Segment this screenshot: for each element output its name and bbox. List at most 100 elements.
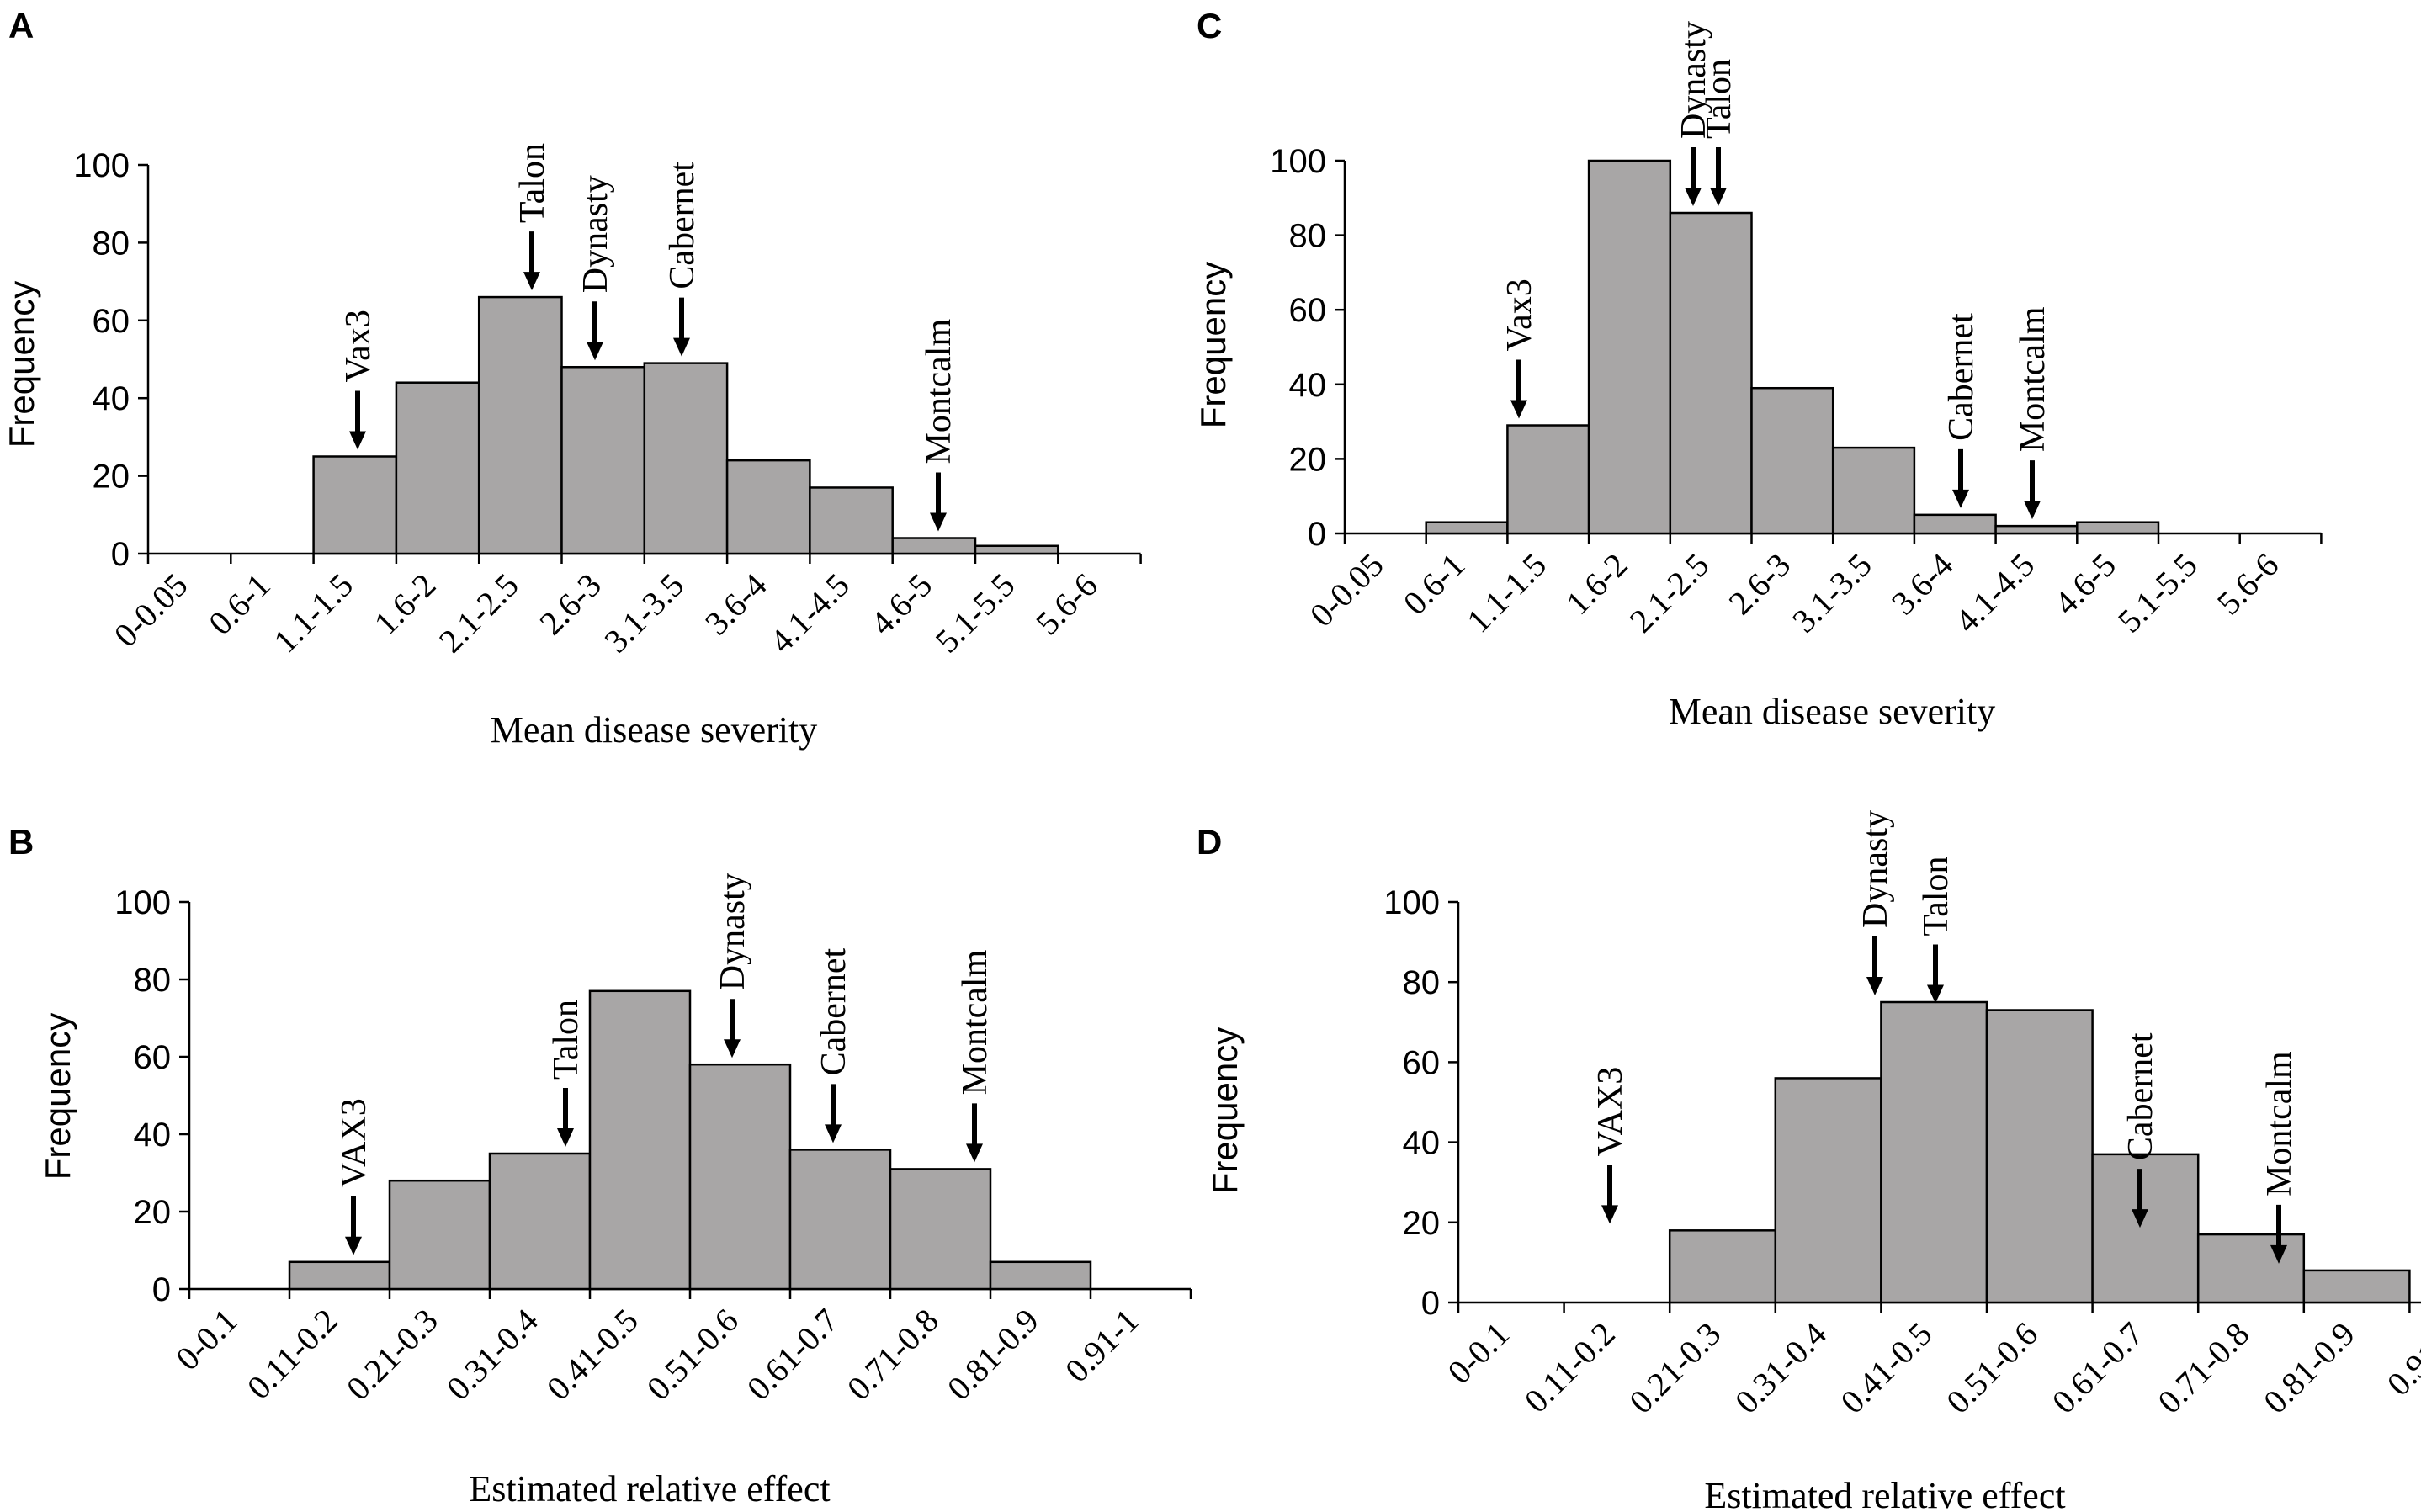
chart-b-bar	[388, 1179, 491, 1291]
chart-d-bar	[2091, 1153, 2200, 1304]
chart-c-annotation-arrow-head	[1952, 489, 1969, 508]
chart-c-y-tick-label: 80	[1289, 218, 1327, 255]
chart-a-y-tick-label: 40	[93, 380, 130, 417]
chart-d-annotation-arrow-head	[1866, 977, 1883, 995]
chart-d-y-tick-label: 80	[1403, 964, 1441, 1001]
chart-a-bar	[809, 486, 894, 555]
chart-d-x-tick-label: 0.11-0.2	[1517, 1315, 1622, 1420]
chart-a-y-tick-label: 20	[93, 459, 130, 496]
chart-b-y-tick-label: 100	[114, 884, 171, 921]
chart-b-bar	[889, 1168, 992, 1291]
chart-b-annotation-arrow-head	[966, 1143, 983, 1163]
chart-c-x-tick-label: 1.1-1.5	[1459, 546, 1553, 640]
chart-b-annotation-arrow-head	[825, 1124, 842, 1143]
chart-c-x-tick-label: 0-0.05	[1303, 546, 1391, 634]
chart-b-x-tick-label: 0.21-0.3	[339, 1302, 445, 1408]
chart-d-annotation-arrow-head	[2270, 1244, 2287, 1264]
chart-c-bar	[1831, 446, 1916, 535]
chart-c-annotation-label: Montcalm	[2014, 306, 2052, 452]
chart-c-x-tick-label: 4.1-4.5	[1947, 546, 2041, 640]
chart-a-annotation-arrow-head	[587, 342, 603, 361]
chart-b-bar	[588, 989, 692, 1291]
chart-b-annotation-label: VAX3	[335, 1098, 374, 1188]
chart-a-annotation-label: Dynasty	[576, 175, 615, 293]
chart-d-y-axis-title: Frequency	[1205, 1027, 1245, 1194]
chart-c-y-tick-label: 40	[1289, 367, 1327, 404]
chart-d-x-tick-label: 0.91-1	[2380, 1315, 2421, 1403]
chart-d-y-tick-label: 40	[1403, 1125, 1441, 1162]
chart-d-x-tick-label: 0.51-0.6	[1939, 1315, 2045, 1421]
chart-a-annotation-arrow-head	[523, 272, 540, 291]
chart-d-bar	[2196, 1233, 2306, 1304]
chart-c-x-tick-label: 5.1-5.5	[2110, 546, 2205, 640]
chart-b-bar	[788, 1149, 892, 1291]
chart-c-x-axis-title: Mean disease severity	[1669, 691, 1996, 732]
chart-a-bar	[560, 365, 646, 555]
chart-b-annotation-arrow-head	[724, 1039, 741, 1058]
chart-b-x-axis-title: Estimated relative effect	[469, 1468, 830, 1509]
chart-a-x-tick-label: 0-0.05	[107, 566, 195, 655]
chart-c-x-tick-label: 2.1-2.5	[1622, 546, 1717, 640]
chart-b-y-tick-label: 60	[134, 1039, 172, 1076]
chart-a-annotation-label: Vax3	[339, 310, 378, 382]
chart-d-annotation-label: Cabernet	[2121, 1032, 2160, 1160]
chart-c-y-axis-title: Frequency	[1193, 262, 1233, 428]
panel-a: A 0 20 40 60 80 100 0-0.05 0.6-11.1-1.5 1.6-22.1-…	[2, 6, 1142, 751]
chart-b-y-tick-label: 0	[152, 1271, 171, 1308]
panel-d: D 0 20 40 60 80 100 0-0.1 0.11-0.2 0.21-0.3 0.31-0…	[1197, 810, 2421, 1512]
chart-c-x-tick-label: 5.6-6	[2210, 546, 2286, 623]
chart-b-y-tick-label: 80	[134, 962, 172, 999]
chart-c-bar	[1913, 513, 1997, 535]
chart-b-y-tick-label: 40	[134, 1117, 172, 1154]
chart-a-x-tick-label: 2.1-2.5	[432, 566, 526, 661]
chart-b-x-tick-label: 0.81-0.9	[940, 1302, 1046, 1408]
chart-d-panel-label: D	[1197, 822, 1222, 862]
chart-d-x-tick-label: 0.31-0.4	[1728, 1315, 1834, 1421]
chart-a-x-tick-label: 3.6-4	[698, 566, 774, 643]
chart-d-x-tick-label: 0.81-0.9	[2256, 1315, 2362, 1421]
chart-c-bar	[1669, 211, 1753, 535]
chart-d-bar	[1985, 1009, 2094, 1304]
chart-c-annotation-arrow-head	[1510, 400, 1527, 419]
chart-b-x-tick-label: 0.41-0.5	[539, 1302, 645, 1408]
chart-a-x-tick-label: 1.1-1.5	[266, 566, 360, 661]
chart-c-panel-label: C	[1197, 6, 1222, 45]
chart-b-annotation-label: Montcalm	[956, 949, 995, 1095]
chart-a-panel-label: A	[8, 6, 34, 45]
chart-c-y-tick-label: 0	[1308, 516, 1326, 553]
chart-b-y-axis-title: Frequency	[38, 1013, 77, 1180]
chart-d-y-tick-label: 20	[1403, 1205, 1441, 1242]
chart-a-x-tick-label: 4.1-4.5	[762, 566, 857, 661]
chart-c-y-tick-label: 20	[1289, 441, 1327, 478]
chart-d-x-tick-label: 0.61-0.7	[2045, 1315, 2151, 1421]
chart-c-bar	[1587, 159, 1672, 535]
chart-b-x-tick-label: 0.51-0.6	[640, 1302, 746, 1408]
chart-c-annotation-label: Cabernet	[1942, 313, 1981, 441]
chart-d-y-tick-label: 60	[1403, 1044, 1441, 1081]
chart-a-x-tick-label: 5.6-6	[1028, 566, 1105, 643]
chart-c-annotation-arrow-head	[2024, 501, 2041, 520]
chart-d-y-tick-label: 100	[1383, 884, 1440, 921]
chart-c-bar	[1506, 424, 1590, 535]
chart-d-annotation-label: Talon	[1917, 856, 1956, 936]
chart-d-annotation-arrow-head	[1927, 984, 1944, 1004]
chart-a-x-tick-label: 5.1-5.5	[928, 566, 1022, 661]
chart-d-x-tick-label: 0.71-0.8	[2150, 1315, 2256, 1421]
chart-c-bar	[1750, 386, 1834, 535]
chart-a-annotation-label: Talon	[513, 143, 552, 223]
chart-b-annotation-label: Talon	[547, 1000, 586, 1080]
chart-a-bar	[974, 544, 1059, 555]
chart-b-x-tick-label: 0.91-1	[1058, 1302, 1146, 1390]
chart-b-annotation-label: Dynasty	[714, 873, 752, 990]
chart-b-bar	[688, 1063, 792, 1291]
chart-d-annotation-label: Montcalm	[2260, 1051, 2299, 1196]
chart-c-y-tick-label: 60	[1289, 292, 1327, 329]
chart-d-x-tick-label: 0-0.1	[1440, 1315, 1516, 1392]
chart-a-bar	[643, 362, 729, 555]
chart-a-x-tick-label: 3.1-3.5	[597, 566, 691, 661]
chart-a-y-tick-label: 60	[93, 303, 130, 340]
chart-a-x-tick-label: 4.6-5	[863, 566, 939, 643]
chart-d-bar	[2302, 1269, 2411, 1304]
